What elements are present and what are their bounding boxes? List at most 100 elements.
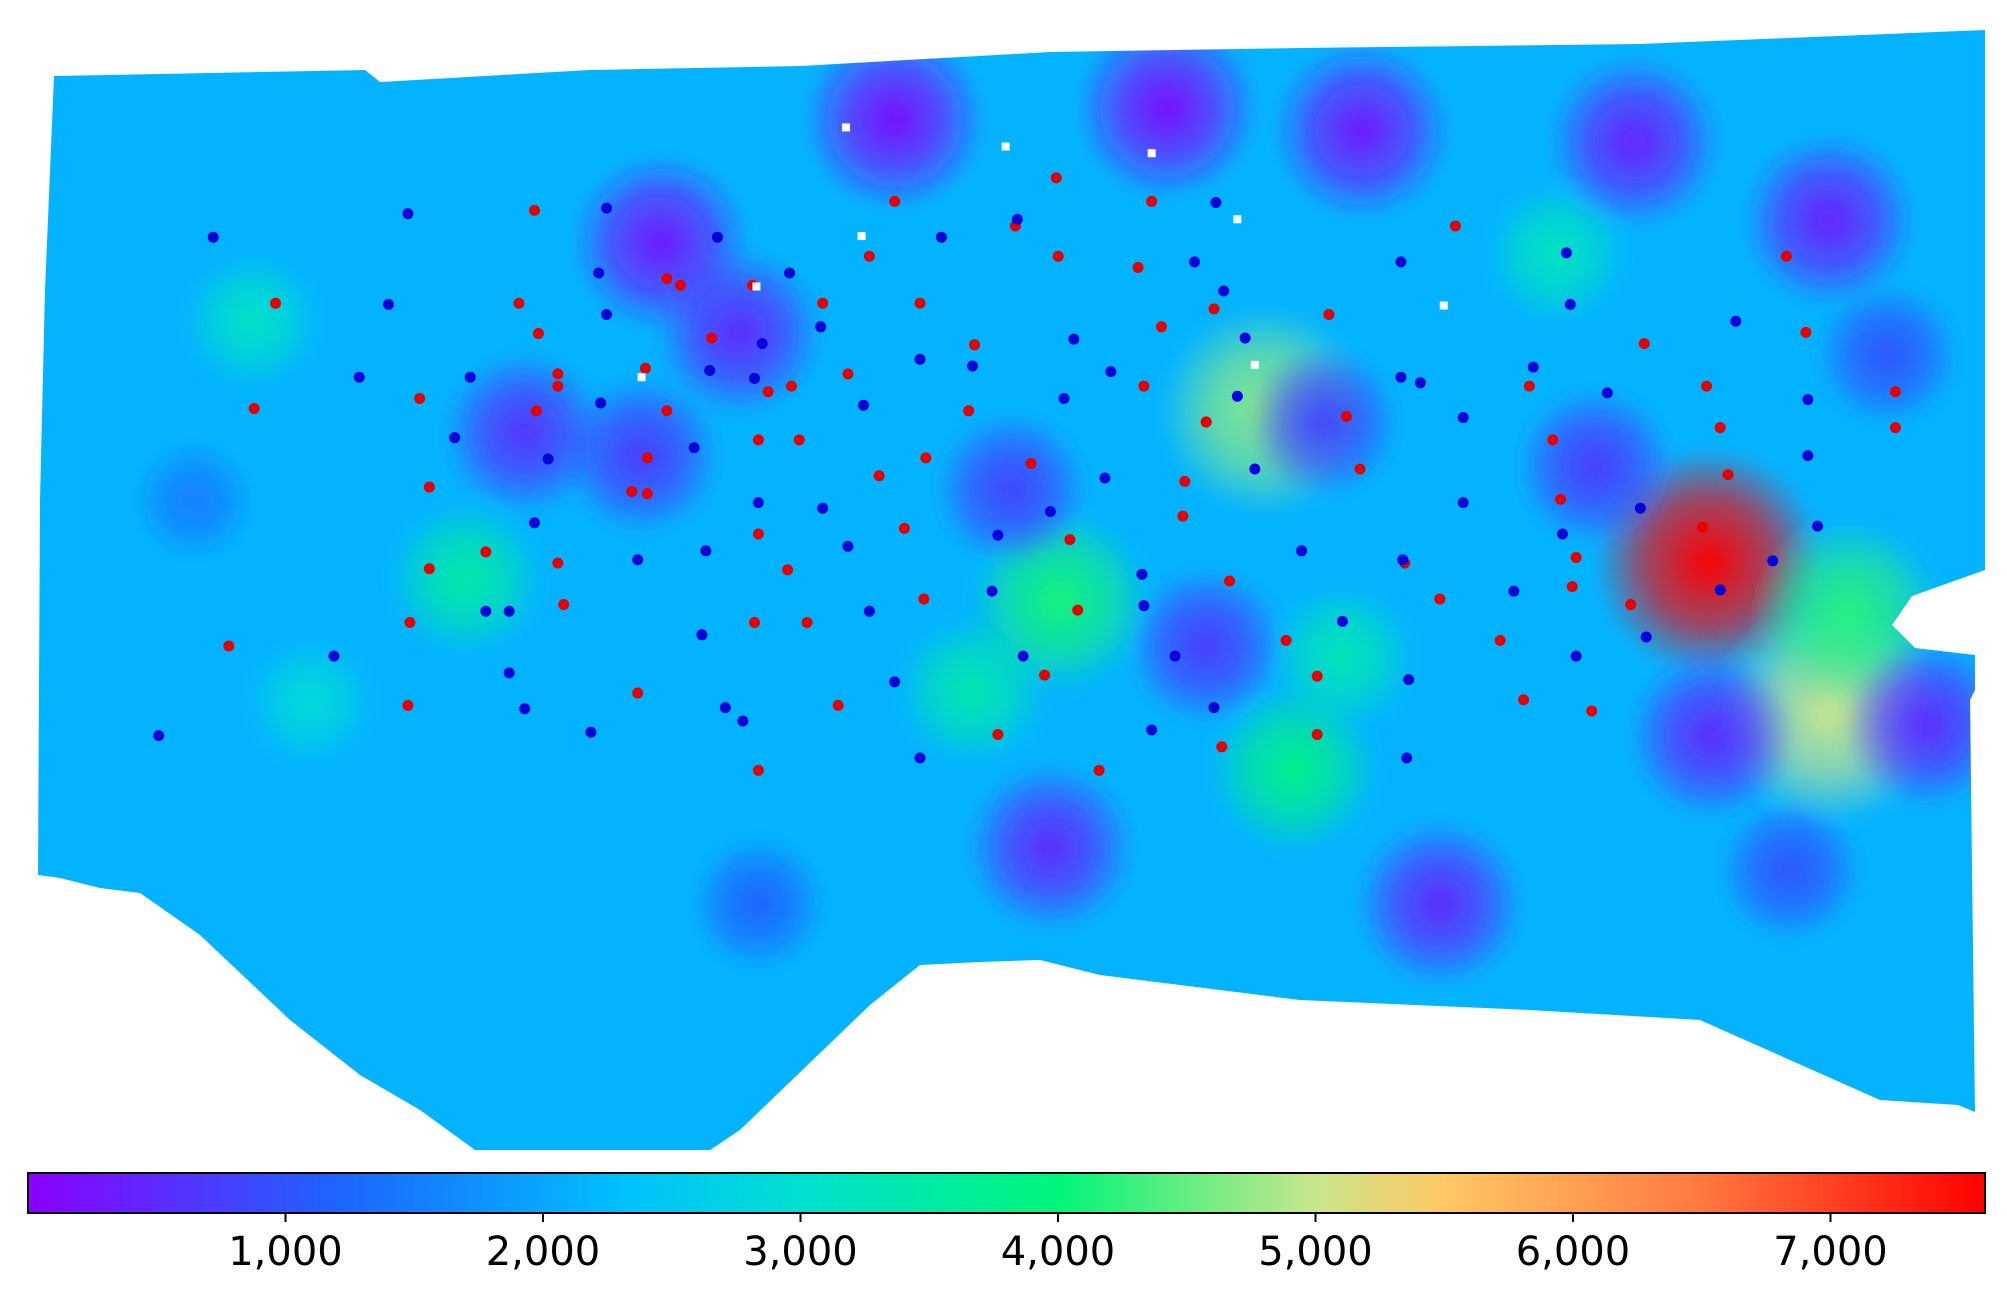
sample-point-series-1 — [914, 752, 926, 764]
sample-point-series-0 — [1216, 741, 1228, 753]
sample-point-series-1 — [1403, 674, 1415, 686]
sample-point-series-0 — [423, 563, 435, 575]
colorbar-tick-label: 7,000 — [1773, 1229, 1888, 1275]
sample-point-series-0 — [752, 528, 764, 540]
sample-point-series-1 — [207, 231, 219, 243]
sample-point-series-0 — [963, 405, 975, 417]
sample-point-series-1 — [992, 529, 1004, 541]
sample-point-series-0 — [793, 434, 805, 446]
sample-point-series-1 — [1146, 724, 1158, 736]
sample-point-series-0 — [914, 297, 926, 309]
sample-point-series-1 — [748, 372, 760, 384]
sample-point-series-0 — [1224, 575, 1236, 587]
sample-point-series-0 — [552, 368, 564, 380]
sample-point-series-1 — [1401, 752, 1413, 764]
sample-point-series-1 — [815, 321, 827, 333]
heatmap-hotspot — [389, 502, 543, 656]
sample-point-series-1 — [817, 502, 829, 514]
sample-point-series-1 — [1138, 600, 1150, 612]
sample-point-series-1 — [402, 208, 414, 220]
sample-point-series-0 — [641, 488, 653, 500]
sample-point-series-0 — [270, 297, 282, 309]
colorbar-ticks: 1,000 2,000 3,000 4,000 5,000 6,000 7,000 — [228, 1213, 1888, 1275]
sample-point-series-0 — [639, 362, 651, 374]
sample-point-series-1 — [704, 364, 716, 376]
sample-point-series-1 — [1395, 371, 1407, 383]
sample-point-series-1 — [542, 453, 554, 465]
sample-point-series-2 — [1250, 360, 1259, 369]
sample-point-series-1 — [601, 308, 613, 320]
sample-point-series-0 — [748, 616, 760, 628]
sample-point-series-1 — [1601, 387, 1613, 399]
sample-point-series-0 — [898, 522, 910, 534]
heatmap-hotspot — [935, 412, 1088, 566]
sample-point-series-0 — [801, 616, 813, 628]
heatmap-hotspot — [185, 254, 320, 389]
sample-point-series-2 — [1001, 142, 1010, 151]
sample-point-series-1 — [464, 371, 476, 383]
sample-point-series-0 — [1494, 634, 1506, 646]
sample-point-series-1 — [1457, 497, 1469, 509]
sample-point-series-0 — [1280, 634, 1292, 646]
heatmap-hotspot — [1246, 345, 1400, 499]
sample-point-series-0 — [1889, 422, 1901, 434]
sample-point-series-0 — [1586, 705, 1598, 717]
sample-point-series-0 — [1638, 338, 1650, 350]
sample-point-series-1 — [503, 667, 515, 679]
sample-point-series-0 — [1064, 534, 1076, 546]
sample-point-series-0 — [1200, 416, 1212, 428]
heatmap-hotspot — [1516, 387, 1675, 546]
sample-point-series-1 — [449, 432, 461, 444]
sample-point-series-1 — [842, 540, 854, 552]
colorbar-tick-label: 5,000 — [1258, 1229, 1373, 1275]
sample-point-series-0 — [423, 481, 435, 493]
sample-point-series-0 — [992, 728, 1004, 740]
sample-point-series-1 — [737, 715, 749, 727]
sample-point-series-1 — [889, 676, 901, 688]
sample-point-series-1 — [1395, 256, 1407, 268]
sample-point-series-0 — [782, 564, 794, 576]
sample-point-series-0 — [402, 699, 414, 711]
sample-point-series-0 — [1132, 261, 1144, 273]
sample-point-series-0 — [863, 250, 875, 262]
sample-point-series-1 — [1044, 506, 1056, 518]
sample-point-series-1 — [914, 353, 926, 365]
sample-point-series-1 — [593, 267, 605, 279]
colorbar-tick-label: 4,000 — [1001, 1229, 1116, 1275]
sample-point-series-1 — [1296, 545, 1308, 557]
heatmap-hotspot — [1548, 56, 1721, 228]
sample-point-series-1 — [382, 298, 394, 310]
sample-point-series-1 — [756, 338, 768, 350]
sample-point-series-1 — [1105, 366, 1117, 378]
sample-point-series-1 — [595, 397, 607, 409]
sample-point-series-0 — [889, 195, 901, 207]
sample-point-series-0 — [1052, 250, 1064, 262]
sample-point-series-1 — [1218, 285, 1230, 297]
sample-point-series-1 — [696, 629, 708, 641]
sample-point-series-1 — [700, 545, 712, 557]
sample-point-series-0 — [528, 204, 540, 216]
sample-point-series-1 — [1239, 332, 1251, 344]
sample-point-series-1 — [1249, 463, 1261, 475]
sample-point-series-0 — [1039, 669, 1051, 681]
sample-point-series-1 — [1397, 554, 1409, 566]
sample-point-series-0 — [817, 297, 829, 309]
heatmap-field — [133, 30, 1985, 988]
heatmap-hotspot — [655, 248, 823, 416]
sample-point-series-1 — [1634, 502, 1646, 514]
sample-point-series-0 — [1072, 604, 1084, 616]
sample-point-series-1 — [1802, 450, 1814, 462]
sample-point-series-0 — [1311, 670, 1323, 682]
sample-point-series-0 — [1208, 303, 1220, 315]
sample-point-series-1 — [328, 650, 340, 662]
sample-point-series-0 — [1800, 326, 1812, 338]
sample-point-series-0 — [1518, 694, 1530, 706]
plot-area — [38, 30, 1985, 1150]
heatmap-hotspot — [562, 376, 721, 535]
sample-point-series-0 — [752, 764, 764, 776]
sample-point-series-0 — [558, 599, 570, 611]
sample-point-series-1 — [1210, 196, 1222, 208]
sample-point-series-1 — [1527, 361, 1539, 373]
sample-point-series-1 — [632, 554, 644, 566]
